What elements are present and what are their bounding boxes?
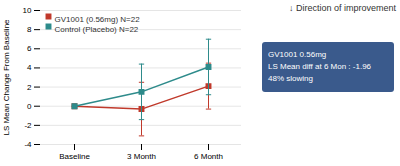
svg-text:10: 10 (23, 6, 32, 15)
svg-text:-4: -4 (24, 140, 32, 149)
svg-text:Baseline: Baseline (59, 152, 90, 161)
svg-text:6: 6 (27, 44, 32, 53)
svg-text:8: 8 (27, 25, 32, 34)
svg-text:6 Month: 6 Month (194, 152, 223, 161)
html-text:GV1001 0.56mg LS Mean diff at: GV1001 0.56mg LS Mean diff at 6 Mon : -1… (268, 50, 371, 83)
svg-text:Control (Placebo) N=22: Control (Placebo) N=22 (55, 25, 139, 34)
svg-text:0: 0 (27, 102, 32, 111)
svg-text:4: 4 (27, 63, 32, 72)
svg-text:GV1001 (0.56mg) N=22: GV1001 (0.56mg) N=22 (55, 15, 141, 24)
html-text:↓ Direction of improvement: ↓ Direction of improvement (289, 3, 396, 13)
svg-text:LS Mean Change From Baseline: LS Mean Change From Baseline (2, 19, 11, 136)
svg-text:3 Month: 3 Month (127, 152, 156, 161)
svg-text:-2: -2 (24, 121, 32, 130)
svg-text:2: 2 (27, 83, 32, 92)
